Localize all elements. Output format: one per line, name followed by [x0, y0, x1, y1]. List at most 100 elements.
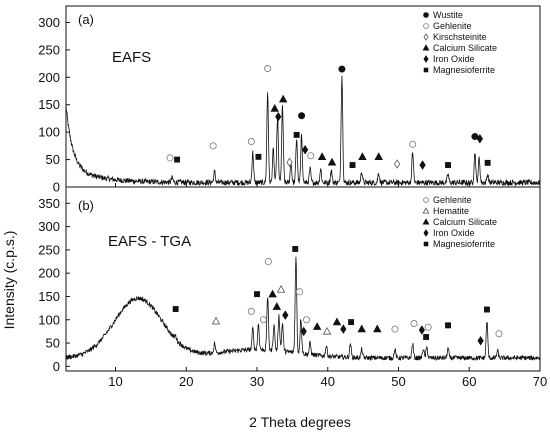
panel-b-phase-marker-open-circle	[303, 316, 311, 324]
panel-b-y-tick-label: 300	[38, 219, 60, 234]
panel-a-legend-marker	[423, 12, 429, 18]
panel-a-phase-marker-open-diamond	[286, 157, 293, 168]
panel-b-legend-marker	[423, 241, 429, 247]
panel-a-y-tick-label: 300	[38, 15, 60, 30]
panel-b-phase-marker-open-triangle	[322, 326, 332, 335]
panel-a-phase-marker-open-circle	[166, 154, 174, 162]
panel-b-tag: (b)	[78, 198, 94, 213]
panel-a-y-tick-label: 0	[53, 180, 60, 195]
panel-b-trace	[65, 256, 541, 362]
panel-b-legend-marker	[422, 207, 430, 214]
panel-a-phase-marker-filled-square	[293, 131, 300, 138]
panel-a-phase-marker-open-circle	[264, 65, 272, 73]
panel-a-y-tick-label: 100	[38, 125, 60, 140]
panel-a-y-tick-label: 250	[38, 42, 60, 57]
panel-a-legend-marker	[423, 23, 429, 29]
panel-a-phase-marker-open-diamond	[393, 159, 401, 169]
x-tick-label: 30	[250, 374, 264, 389]
panel-b-markers	[172, 246, 503, 346]
panel-b-y-ticks: 0 50 100 150 200 250 300 350	[38, 196, 70, 374]
panel-b-y-tick-label: 150	[38, 289, 60, 304]
x-tick-label: 40	[321, 374, 335, 389]
panel-b-phase-marker-filled-square	[172, 306, 179, 312]
x-tick-label: 20	[179, 374, 193, 389]
panel-b-y-tick-label: 100	[38, 312, 60, 327]
panel-a-phase-marker-filled-diamond	[302, 144, 309, 155]
panel-b-legend-label: Hematite	[433, 206, 469, 216]
panel-b-phase-marker-filled-square	[423, 334, 430, 340]
panel-b-phase-marker-open-circle	[424, 323, 432, 331]
panel-b-phase-marker-open-circle	[410, 319, 418, 327]
panel-b-phase-marker-open-triangle	[211, 316, 221, 325]
panel-a-y-tick-label: 200	[38, 70, 60, 85]
panel-b-frame	[65, 186, 541, 372]
panel-a-legend-marker	[423, 67, 429, 73]
panel-a-phase-marker-open-circle	[307, 152, 315, 160]
panel-a-phase-marker-filled-diamond	[419, 160, 426, 170]
panel-b-phase-marker-filled-triangle	[332, 317, 342, 326]
panel-b-phase-marker-filled-triangle	[272, 302, 282, 310]
panel-b-phase-marker-open-circle	[247, 307, 255, 315]
panel-b-y-tick-label: 250	[38, 242, 60, 257]
x-axis-label: 2 Theta degrees	[249, 414, 351, 430]
panel-b-phase-marker-filled-square	[483, 306, 490, 313]
panel-b-phase-marker-filled-square	[445, 322, 451, 329]
panel-a-phase-marker-open-circle	[247, 137, 255, 145]
panel-a-legend-marker	[422, 44, 430, 51]
panel-a-phase-marker-filled-square	[174, 156, 181, 163]
panel-b-phase-marker-open-circle	[495, 330, 503, 338]
panel-a-phase-marker-filled-triangle	[358, 152, 367, 161]
panel-b-legend-label: Magnesioferrite	[433, 239, 495, 249]
panel-a-legend-marker	[423, 33, 429, 41]
panel-a-legend-marker	[423, 55, 429, 63]
panel-b-legend-label: Calcium Silicate	[433, 217, 497, 227]
panel-a-legend-label: Magnesioferrite	[433, 65, 495, 75]
panel-b-phase-marker-filled-square	[292, 246, 299, 252]
panel-a-phase-marker-filled-diamond	[476, 133, 483, 144]
panel-a-phase-marker-filled-triangle	[317, 152, 327, 161]
panel-b-legend-label: Gehlenite	[433, 195, 472, 205]
panel-a-phase-marker-filled-circle	[471, 133, 479, 141]
panel-b: (b) EAFS - TGA GehleniteHematiteCalcium …	[38, 186, 541, 374]
panel-b-phase-marker-open-circle	[264, 258, 272, 266]
panel-b-phase-marker-filled-triangle	[312, 322, 322, 330]
panel-a-tag: (a)	[78, 12, 94, 27]
x-axis-ticks: 10 20 30 40 50 60 70	[108, 183, 547, 389]
panel-b-phase-marker-open-triangle	[276, 284, 286, 293]
x-tick-label: 10	[108, 374, 122, 389]
panel-b-phase-marker-open-circle	[295, 288, 303, 296]
panel-b-phase-marker-filled-square	[348, 319, 355, 326]
panel-b-phase-marker-filled-diamond	[418, 325, 425, 335]
panel-a-phase-marker-filled-circle	[298, 112, 306, 120]
panel-a-trace	[65, 75, 541, 187]
panel-a-phase-marker-filled-square	[445, 162, 451, 169]
panel-b-phase-marker-filled-diamond	[340, 324, 347, 334]
panel-a-phase-marker-filled-triangle	[374, 152, 383, 161]
panel-a-legend-label: Gehlenite	[433, 21, 472, 31]
panel-b-phase-marker-open-circle	[259, 316, 267, 324]
panel-b-phase-marker-filled-square	[254, 291, 260, 298]
panel-b-y-tick-label: 50	[46, 336, 60, 351]
panel-a-y-ticks: 0 50 100 150 200 250 300	[38, 15, 70, 195]
panel-a-phase-marker-filled-square	[349, 162, 356, 169]
panel-b-phase-marker-filled-triangle	[357, 324, 366, 333]
panel-b-phase-marker-filled-diamond	[300, 326, 307, 337]
panel-a-phase-marker-filled-square	[255, 153, 262, 160]
panel-a-legend-label: Calcium Silicate	[433, 43, 497, 53]
panel-a-phase-marker-filled-square	[484, 159, 491, 166]
panel-a-legend-label: Iron Oxide	[433, 54, 475, 64]
panel-a-y-tick-label: 150	[38, 97, 60, 112]
x-tick-label: 70	[533, 374, 547, 389]
panel-b-phase-marker-filled-diamond	[282, 310, 289, 320]
panel-b-sample-label: EAFS - TGA	[108, 233, 191, 250]
panel-b-phase-marker-filled-triangle	[268, 289, 277, 298]
panel-a-phase-marker-open-circle	[409, 140, 417, 148]
panel-a: (a) EAFS WustiteGehleniteKirschsteiniteC…	[38, 5, 541, 195]
y-axis-label: Intensity (c.p.s.)	[1, 231, 17, 330]
panel-a-legend-label: Kirschsteinite	[433, 32, 487, 42]
x-tick-label: 50	[391, 374, 405, 389]
panel-a-y-tick-label: 50	[46, 152, 60, 167]
panel-a-phase-marker-filled-diamond	[275, 112, 282, 122]
panel-a-markers	[166, 65, 491, 170]
